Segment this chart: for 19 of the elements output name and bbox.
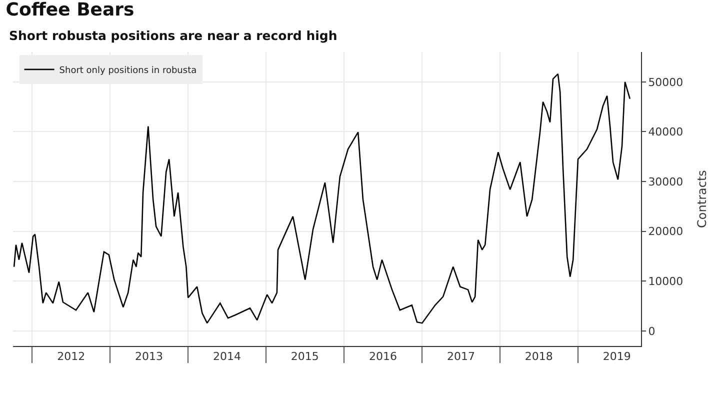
- x-tick-label: 2012: [57, 350, 86, 364]
- y-axis-title: Contracts: [695, 170, 710, 228]
- x-tick-label: 2019: [602, 350, 631, 364]
- legend-label: Short only positions in robusta: [59, 66, 197, 76]
- x-tick-label: 2018: [524, 350, 553, 364]
- x-tick-label: 2015: [290, 350, 319, 364]
- line-series: [13, 73, 631, 324]
- x-tick-label: 2016: [369, 350, 398, 364]
- x-tick-label: 2017: [446, 350, 475, 364]
- chart-title: Coffee Bears: [6, 0, 134, 21]
- y-tick-label: 30000: [648, 175, 684, 188]
- y-tick-label: 20000: [648, 225, 684, 238]
- y-tick-label: 0: [648, 324, 656, 338]
- chart-subtitle: Short robusta positions are near a record high: [9, 28, 338, 43]
- y-tick-label: 10000: [648, 275, 684, 288]
- x-tick-label: 2013: [135, 350, 164, 364]
- y-tick-label: 50000: [648, 76, 684, 89]
- x-tick-label: 2014: [212, 350, 241, 364]
- y-tick-label: 40000: [648, 126, 684, 139]
